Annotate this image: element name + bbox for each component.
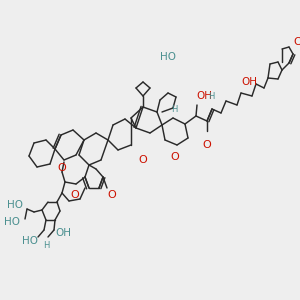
Text: HO: HO <box>160 52 176 62</box>
Text: OH: OH <box>241 77 257 87</box>
Text: H: H <box>43 241 49 250</box>
Text: OH: OH <box>55 228 71 238</box>
Text: O: O <box>202 140 211 150</box>
Text: O: O <box>293 37 300 47</box>
Text: H: H <box>208 92 214 101</box>
Text: O: O <box>57 163 66 173</box>
Text: O: O <box>139 155 147 165</box>
Text: H: H <box>171 106 177 115</box>
Text: O: O <box>70 190 79 200</box>
Text: O: O <box>107 190 116 200</box>
Text: OH: OH <box>196 91 212 101</box>
Text: HO: HO <box>4 217 20 227</box>
Text: HO: HO <box>22 236 38 246</box>
Text: O: O <box>171 152 179 162</box>
Text: HO: HO <box>7 200 23 210</box>
